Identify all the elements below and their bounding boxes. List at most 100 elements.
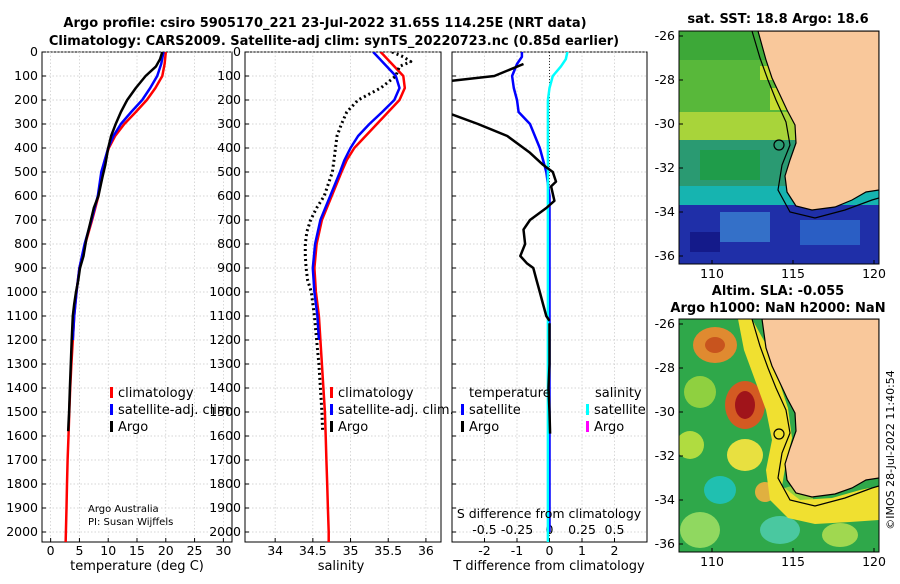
legend-swatch-argo [330, 421, 333, 432]
difference-tick-labels: -2 -1 0 1 2-0.5 -0.25 0 0.25 0.5 [472, 522, 624, 558]
legend-label-satellite: satellite-adj. clim. [118, 403, 234, 418]
temperature-grid [42, 51, 232, 542]
sla-map-title1: Altim. SLA: -0.055 [712, 284, 844, 299]
salinity-panel: 0 100 200 300 400 500 600 700 800 900 1000 1100 1200… [209, 44, 454, 574]
legend-label-climatology: climatology [118, 386, 194, 401]
y-tick-label: 1100 [6, 308, 38, 323]
y-tick-label: 1700 [209, 452, 241, 467]
temperature-legend: climatology satellite-adj. clim. Argo [110, 386, 234, 435]
difference-legend: temperature salinity satellite Argo sate… [461, 386, 646, 435]
y-tick-label: 0 [233, 44, 241, 59]
sla-map-title2: Argo h1000: NaN h2000: NaN [670, 301, 885, 316]
map-x-tick-label: 120 [862, 266, 886, 281]
y-tick-label: 400 [217, 140, 241, 155]
y-tick-label: 1200 [209, 332, 241, 347]
x-tick-label: 25 [187, 543, 203, 558]
y-tick-label: 200 [217, 92, 241, 107]
map-y-tick-label: -26 [655, 28, 675, 43]
y-tick-label: 1700 [6, 452, 38, 467]
difference-xlabel-s: S difference from climatology [457, 506, 642, 521]
x-tick-label: 35 [343, 543, 359, 558]
y-tick-label: 1300 [6, 356, 38, 371]
map-x-tick-label: 110 [700, 554, 724, 569]
x-tick-label: 34 [267, 543, 283, 558]
y-tick-label: 300 [217, 116, 241, 131]
sla-map: Altim. SLA: -0.055 Argo h1000: NaN h2000… [655, 284, 886, 569]
x-tick-label: 34.5 [299, 543, 327, 558]
legend-label-argo: Argo [118, 420, 148, 435]
sst-map-tick-labels: -26 -28 -30 -32 -34 -36 110 115 120 [655, 28, 886, 281]
y-tick-label: 1100 [209, 308, 241, 323]
sla-argo-location-marker [773, 428, 785, 440]
salinity-axes-frame [244, 51, 442, 543]
imos-credit: ©IMOS 28-Jul-2022 11:40:54 [884, 370, 897, 530]
map-x-tick-label: 115 [781, 266, 805, 281]
legend-swatch-t-argo [461, 421, 464, 432]
map-x-tick-label: 115 [781, 554, 805, 569]
sla-map-image [679, 319, 879, 552]
y-tick-label: 800 [14, 236, 38, 251]
legend-swatch-climatology [110, 387, 113, 398]
map-x-tick-label: 110 [700, 266, 724, 281]
y-tick-label: 500 [14, 164, 38, 179]
series-line-argo [66, 52, 164, 432]
y-tick-label: 1900 [209, 500, 241, 515]
x-tick-label: 1 [578, 543, 586, 558]
x-tick-label: -2 [478, 543, 490, 558]
series-line-t-argo-deep [452, 113, 558, 322]
sla-map-tick-labels: -26 -28 -30 -32 -34 -36 110 115 120 [655, 316, 886, 569]
y-tick-label: 600 [14, 188, 38, 203]
temperature-xlabel: temperature (deg C) [70, 559, 204, 574]
y-tick-label: 400 [14, 140, 38, 155]
map-y-tick-label: -30 [655, 116, 675, 131]
y-tick-label: 1500 [6, 404, 38, 419]
temperature-tick-labels: 0100200300400500600700800900100011001200… [6, 44, 231, 558]
legend-swatch-satellite [110, 404, 113, 415]
y-tick-label: 700 [217, 212, 241, 227]
legend-title-temperature: temperature [469, 386, 551, 401]
legend-label-t-argo: Argo [469, 420, 499, 435]
y-tick-label: 2000 [209, 524, 241, 539]
map-y-tick-label: -36 [655, 248, 675, 263]
sst-map-frame [678, 30, 880, 265]
footnote-pi: PI: Susan Wijffels [88, 517, 173, 528]
legend-title-salinity: salinity [595, 386, 642, 401]
s-tick-label: -0.25 [501, 522, 533, 537]
y-tick-label: 1000 [209, 284, 241, 299]
x-tick-label: 36 [418, 543, 434, 558]
x-tick-label: 5 [75, 543, 83, 558]
y-tick-label: 1800 [209, 476, 241, 491]
s-tick-label: -0.5 [472, 522, 496, 537]
legend-swatch-t-satellite [461, 404, 464, 415]
y-tick-label: 1300 [209, 356, 241, 371]
x-tick-label: 2 [611, 543, 619, 558]
map-y-tick-label: -26 [655, 316, 675, 331]
x-tick-label: 35.5 [374, 543, 402, 558]
map-x-tick-label: 120 [862, 554, 886, 569]
series-line-climatology [313, 52, 407, 542]
footnote-argo-australia: Argo Australia [88, 504, 159, 515]
y-tick-label: 0 [30, 44, 38, 59]
legend-label-t-satellite: satellite [469, 403, 521, 418]
temperature-panel: 0100200300400500600700800900100011001200… [6, 44, 234, 574]
y-tick-label: 800 [217, 236, 241, 251]
map-y-tick-label: -32 [655, 160, 675, 175]
x-tick-label: 20 [158, 543, 174, 558]
sst-map-title: sat. SST: 18.8 Argo: 18.6 [687, 12, 868, 27]
y-tick-label: 1400 [209, 380, 241, 395]
legend-swatch-argo [110, 421, 113, 432]
series-line-s-argo [547, 323, 552, 434]
legend-swatch-satellite [330, 404, 333, 415]
y-tick-label: 300 [14, 116, 38, 131]
legend-swatch-s-satellite [586, 404, 589, 415]
y-tick-label: 1600 [209, 428, 241, 443]
y-tick-label: 1500 [209, 404, 241, 419]
difference-xlabel-t: T difference from climatology [452, 559, 645, 574]
s-tick-label: 0.25 [568, 522, 596, 537]
y-tick-label: 1200 [6, 332, 38, 347]
series-line-satellite-adj-clim- [311, 52, 401, 341]
map-y-tick-label: -36 [655, 536, 675, 551]
legend-label-s-satellite: satellite [594, 403, 646, 418]
